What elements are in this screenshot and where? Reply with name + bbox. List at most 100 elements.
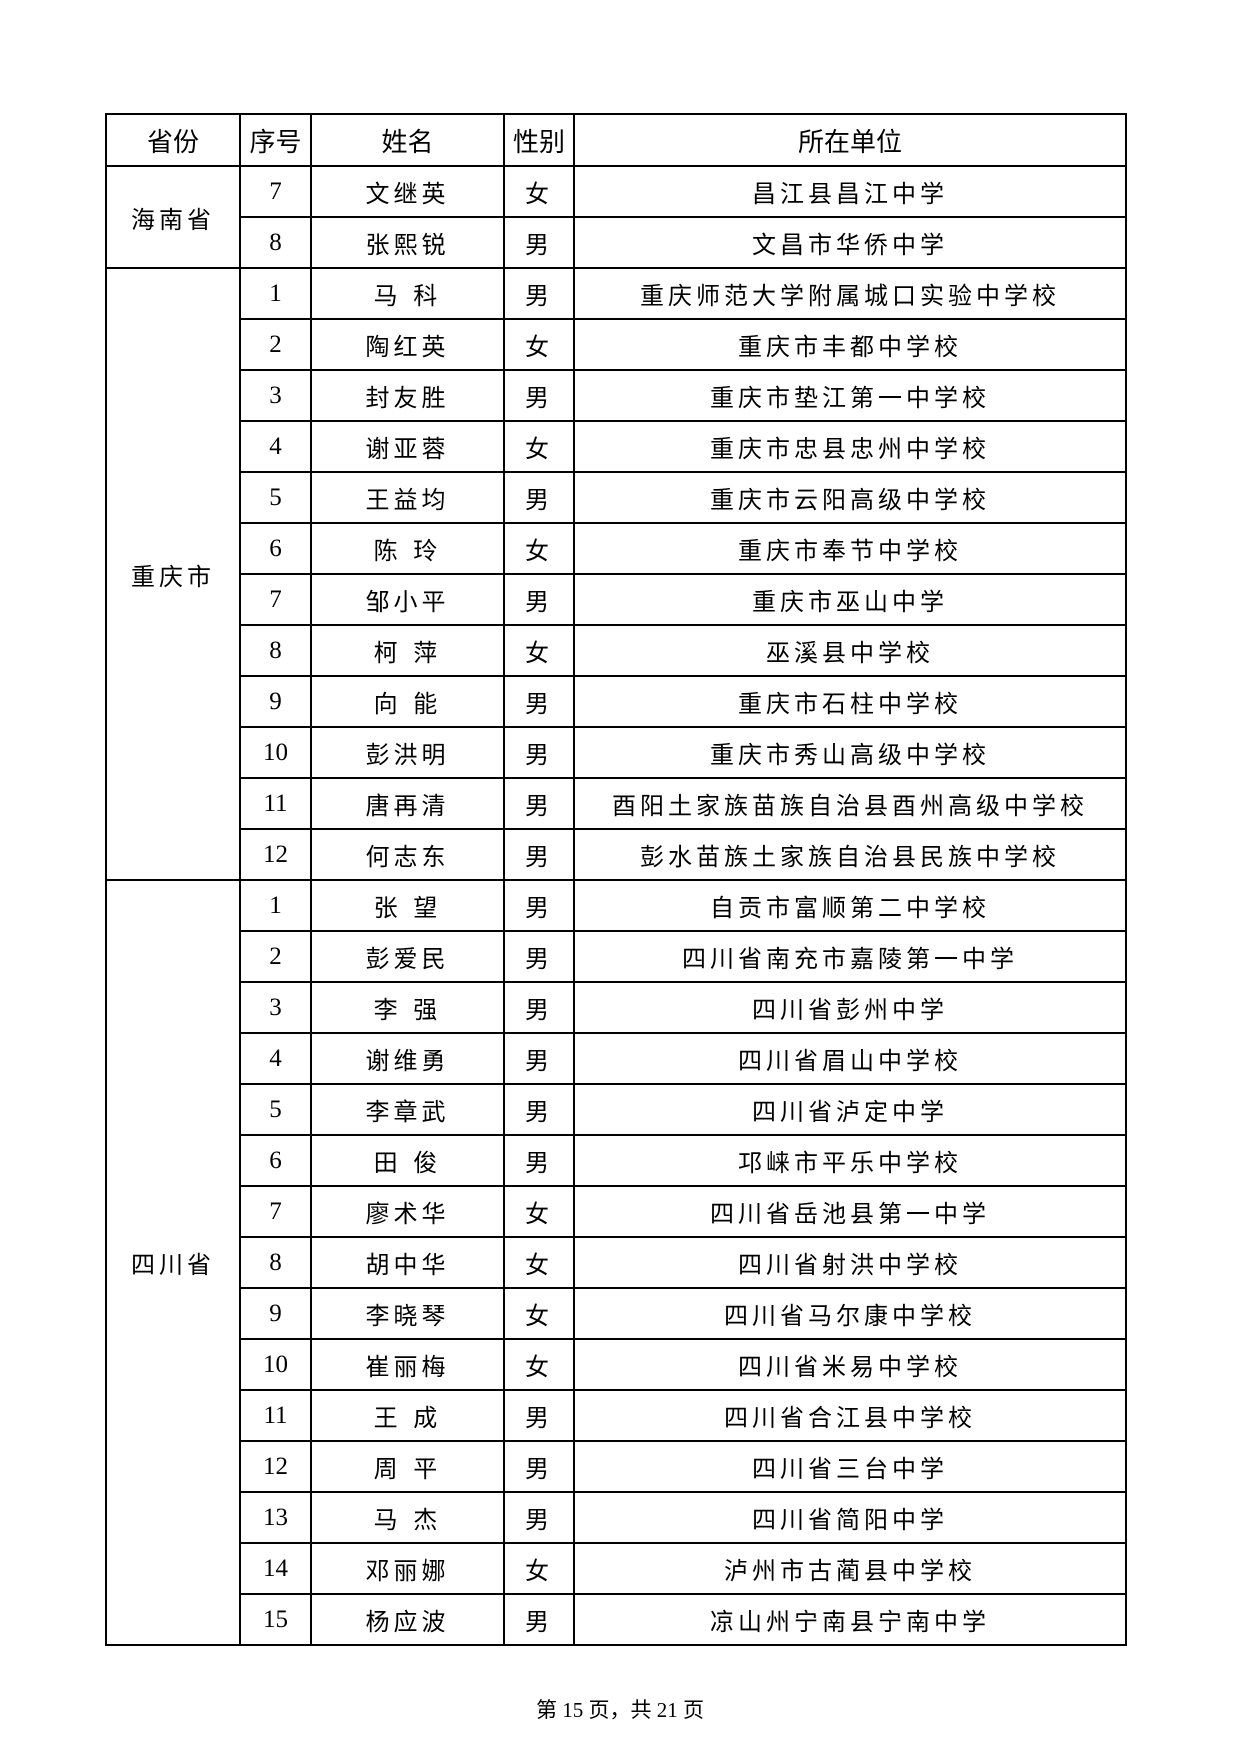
unit-cell: 四川省南充市嘉陵第一中学 [573, 930, 1127, 983]
name-cell: 唐再清 [310, 777, 505, 830]
index-cell: 4 [239, 420, 312, 473]
unit-cell: 彭水苗族土家族自治县民族中学校 [573, 828, 1127, 881]
unit-cell: 重庆市垫江第一中学校 [573, 369, 1127, 422]
table-row: 10 崔丽梅女四川省米易中学校 [106, 1338, 1127, 1391]
name-cell: 周 平 [310, 1440, 505, 1493]
gender-cell: 男 [503, 1032, 575, 1085]
index-cell: 7 [239, 165, 312, 218]
gender-cell: 男 [503, 1134, 575, 1187]
index-cell: 1 [239, 879, 312, 932]
index-cell: 9 [239, 1287, 312, 1340]
table-row: 5 王益均男重庆市云阳高级中学校 [106, 471, 1127, 524]
name-cell: 田 俊 [310, 1134, 505, 1187]
name-cell: 文继英 [310, 165, 505, 218]
table-row: 海南省 7 文继英女昌江县昌江中学 [105, 165, 1127, 269]
name-cell: 张 望 [310, 879, 505, 932]
unit-cell: 昌江县昌江中学 [573, 165, 1127, 218]
unit-cell: 四川省合江县中学校 [573, 1389, 1127, 1442]
name-cell: 谢亚蓉 [310, 420, 505, 473]
gender-cell: 女 [503, 165, 575, 218]
unit-cell: 邛崃市平乐中学校 [573, 1134, 1127, 1187]
index-cell: 10 [239, 726, 312, 779]
table-row: 7 邹小平男重庆市巫山中学 [106, 573, 1127, 626]
gender-cell: 男 [503, 1083, 575, 1136]
gender-cell: 男 [503, 726, 575, 779]
table-row: 15 杨应波男凉山州宁南县宁南中学 [106, 1593, 1127, 1646]
unit-cell: 四川省彭州中学 [573, 981, 1127, 1034]
unit-cell: 自贡市富顺第二中学校 [573, 879, 1127, 932]
unit-cell: 重庆市秀山高级中学校 [573, 726, 1127, 779]
unit-cell: 四川省三台中学 [573, 1440, 1127, 1493]
gender-cell: 女 [503, 1542, 575, 1595]
index-cell: 7 [239, 1185, 312, 1238]
table-row: 四川省 1 张 望男自贡市富顺第二中学校 [105, 879, 1127, 1646]
gender-cell: 男 [503, 573, 575, 626]
unit-cell: 四川省射洪中学校 [573, 1236, 1127, 1289]
gender-cell: 女 [503, 1287, 575, 1340]
name-cell: 封友胜 [310, 369, 505, 422]
table-row: 12 周 平男四川省三台中学 [106, 1440, 1127, 1493]
table-row: 12 何志东男彭水苗族土家族自治县民族中学校 [106, 828, 1127, 881]
index-cell: 4 [239, 1032, 312, 1085]
name-cell: 柯 萍 [310, 624, 505, 677]
gender-cell: 男 [503, 267, 575, 320]
index-cell: 7 [239, 573, 312, 626]
gender-cell: 男 [503, 1440, 575, 1493]
index-cell: 5 [239, 1083, 312, 1136]
table-row: 8 张熙锐男文昌市华侨中学 [106, 216, 1127, 269]
unit-cell: 重庆市石柱中学校 [573, 675, 1127, 728]
table-row: 2 彭爱民男四川省南充市嘉陵第一中学 [106, 930, 1127, 983]
index-cell: 9 [239, 675, 312, 728]
unit-cell: 重庆师范大学附属城口实验中学校 [573, 267, 1127, 320]
name-cell: 谢维勇 [310, 1032, 505, 1085]
unit-cell: 四川省眉山中学校 [573, 1032, 1127, 1085]
table-row: 3 封友胜男重庆市垫江第一中学校 [106, 369, 1127, 422]
index-cell: 3 [239, 369, 312, 422]
gender-cell: 女 [503, 1236, 575, 1289]
name-cell: 李晓琴 [310, 1287, 505, 1340]
unit-cell: 四川省马尔康中学校 [573, 1287, 1127, 1340]
index-cell: 13 [239, 1491, 312, 1544]
name-cell: 陈 玲 [310, 522, 505, 575]
index-cell: 15 [239, 1593, 312, 1646]
index-cell: 14 [239, 1542, 312, 1595]
name-cell: 李 强 [310, 981, 505, 1034]
index-cell: 2 [239, 930, 312, 983]
name-cell: 彭爱民 [310, 930, 505, 983]
header-name: 姓名 [310, 113, 505, 167]
gender-cell: 女 [503, 522, 575, 575]
table-row: 4 谢亚蓉女重庆市忠县忠州中学校 [106, 420, 1127, 473]
gender-cell: 男 [503, 879, 575, 932]
gender-cell: 男 [503, 216, 575, 269]
gender-cell: 女 [503, 420, 575, 473]
unit-cell: 文昌市华侨中学 [573, 216, 1127, 269]
name-cell: 彭洪明 [310, 726, 505, 779]
name-cell: 马 科 [310, 267, 505, 320]
table-row: 13 马 杰男四川省简阳中学 [106, 1491, 1127, 1544]
name-cell: 邓丽娜 [310, 1542, 505, 1595]
name-cell: 张熙锐 [310, 216, 505, 269]
gender-cell: 男 [503, 828, 575, 881]
header-gender: 性别 [503, 113, 575, 167]
name-cell: 李章武 [310, 1083, 505, 1136]
name-cell: 王益均 [310, 471, 505, 524]
gender-cell: 男 [503, 981, 575, 1034]
roster-table: 省份 序号 姓名 性别 所在单位 海南省 7 文继英女昌江县昌江中学 8 张熙锐男文昌市… [105, 113, 1127, 1646]
unit-cell: 酉阳土家族苗族自治县酉州高级中学校 [573, 777, 1127, 830]
gender-cell: 男 [503, 1593, 575, 1646]
unit-cell: 四川省泸定中学 [573, 1083, 1127, 1136]
gender-cell: 男 [503, 369, 575, 422]
table-row: 2 陶红英女重庆市丰都中学校 [106, 318, 1127, 371]
index-cell: 2 [239, 318, 312, 371]
index-cell: 12 [239, 1440, 312, 1493]
index-cell: 10 [239, 1338, 312, 1391]
table-row: 14 邓丽娜女泸州市古蔺县中学校 [106, 1542, 1127, 1595]
index-cell: 5 [239, 471, 312, 524]
table-row: 10 彭洪明男重庆市秀山高级中学校 [106, 726, 1127, 779]
gender-cell: 女 [503, 1185, 575, 1238]
unit-cell: 四川省米易中学校 [573, 1338, 1127, 1391]
